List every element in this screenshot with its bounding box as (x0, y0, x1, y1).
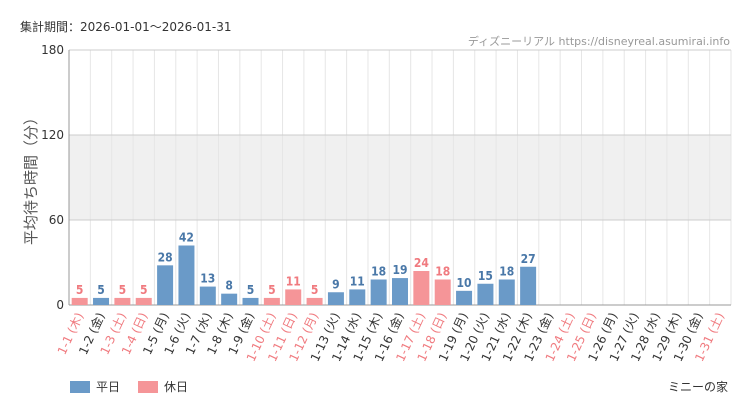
bar-value-label: 5 (268, 283, 276, 297)
bar-value-label: 24 (414, 256, 430, 270)
legend-swatch-weekday (70, 380, 90, 393)
bar-value-label: 5 (311, 283, 319, 297)
bar (477, 283, 494, 305)
legend-swatch-holiday (138, 380, 159, 393)
bar-value-label: 8 (225, 279, 233, 293)
bar-value-label: 18 (371, 265, 386, 279)
bar-value-label: 11 (286, 274, 301, 288)
bar (413, 271, 430, 305)
bar (263, 297, 280, 305)
legend-label-holiday: 休日 (164, 380, 189, 394)
bar-value-label: 9 (332, 277, 340, 291)
bar-value-label: 27 (521, 252, 536, 266)
y-tick-label: 120 (41, 128, 64, 142)
bar-value-label: 5 (247, 283, 255, 297)
bar-value-label: 28 (158, 250, 173, 264)
bar (242, 297, 259, 305)
bar (456, 290, 473, 305)
bar-value-label: 42 (179, 231, 194, 245)
bar (327, 292, 344, 305)
bar-value-label: 5 (119, 283, 127, 297)
bar (221, 293, 238, 305)
bar (434, 279, 451, 305)
y-tick-label: 0 (56, 298, 64, 312)
bar (114, 297, 131, 305)
attraction-name: ミニーの家 (667, 380, 728, 394)
bar (285, 289, 302, 305)
y-axis-title: 平均待ち時間（分） (22, 110, 40, 245)
bar (370, 279, 387, 305)
bar-value-label: 19 (392, 263, 407, 277)
period-label: 集計期間：2026-01-01〜2026-01-31 (20, 20, 232, 34)
bar-value-label: 10 (457, 276, 472, 290)
bar (392, 278, 408, 305)
bar (498, 279, 515, 305)
legend-item-weekday: 平日 (70, 378, 120, 395)
bar-value-label: 5 (76, 283, 84, 297)
legend: 平日 休日 (70, 378, 206, 395)
bar-value-label: 5 (97, 283, 105, 297)
y-tick-label: 180 (41, 43, 64, 57)
bar-value-label: 18 (499, 265, 514, 279)
bar (93, 297, 110, 305)
bar (349, 289, 366, 305)
bar (71, 297, 88, 305)
bar (306, 297, 323, 305)
legend-label-weekday: 平日 (96, 380, 121, 394)
bar-value-label: 13 (200, 272, 215, 286)
band-60-120 (69, 135, 731, 220)
bar (135, 297, 152, 305)
legend-item-holiday: 休日 (138, 378, 188, 395)
bar-value-label: 18 (435, 265, 450, 279)
bar-value-label: 15 (478, 269, 493, 283)
bar (157, 265, 174, 305)
bar-value-label: 11 (350, 274, 365, 288)
y-tick-label: 60 (49, 213, 64, 227)
bar (520, 266, 537, 305)
source-label: ディズニーリアル https://disneyreal.asumirai.inf… (467, 35, 730, 48)
bar (199, 286, 216, 305)
bar-value-label: 5 (140, 283, 148, 297)
bar (178, 245, 195, 305)
